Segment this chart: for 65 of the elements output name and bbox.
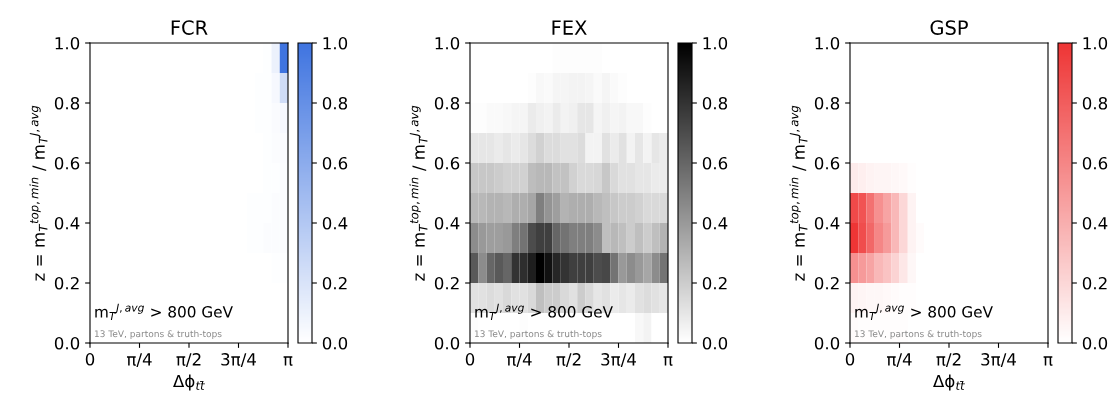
color-bar-label: 1.0 (323, 36, 348, 50)
x-tick-label: 3π/4 (601, 353, 636, 367)
y-tick-label: 0.4 (814, 216, 840, 230)
y-tick-label: 0.2 (434, 276, 459, 290)
chart-title: FCR (171, 20, 208, 35)
x-tick-label: π/2 (176, 353, 201, 367)
y-tick-label: 0.6 (54, 156, 80, 170)
color-bar-label: 0.8 (322, 96, 348, 110)
y-tick-label: 0.4 (434, 216, 460, 230)
y-axis-title: z = m$_{T}$$^{top,min}$ / m$_{T}$$^{J,avg}$ (789, 105, 808, 281)
x-tick-label: 3π/4 (981, 353, 1016, 367)
color-bar-label: 0.6 (322, 156, 348, 170)
y-tick-label: 0.6 (814, 156, 840, 170)
color-bar-label: 1.0 (1083, 36, 1108, 50)
y-tick-label: 0.8 (54, 96, 80, 110)
annotation: m$_{T}$$^{J,avg}$ > 800 GeV (475, 303, 613, 320)
color-bar-label: 0.4 (702, 216, 728, 230)
color-bar-label: 0.6 (702, 156, 728, 170)
y-tick-label: 0.0 (54, 336, 80, 350)
color-bar-label: 0.4 (322, 216, 348, 230)
annotation: 13 TeV, partons & truth-tops (94, 330, 222, 339)
x-tick-label: π (1043, 356, 1053, 366)
color-bar-label: 0.4 (1082, 216, 1108, 230)
x-tick-label: π (283, 356, 293, 366)
x-tick-label: π/4 (126, 353, 152, 367)
chart-title: GSP (930, 20, 968, 35)
color-bar-label: 0.2 (1082, 276, 1107, 290)
color-bar-label: 0.2 (702, 276, 727, 290)
annotation: m$_{T}$$^{J,avg}$ > 800 GeV (855, 303, 993, 320)
y-tick-label: 0.6 (434, 156, 460, 170)
x-tick-label: 0 (465, 353, 475, 366)
annotation: 13 TeV, partons & truth-tops (474, 330, 602, 339)
color-bar-label: 0.0 (1082, 336, 1108, 350)
x-tick-label: 0 (85, 353, 95, 366)
y-tick-label: 0.8 (814, 96, 840, 110)
x-tick-label: π/4 (886, 353, 912, 367)
y-tick-label: 0.8 (434, 96, 460, 110)
y-axis-title: z = m$_{T}$$^{top,min}$ / m$_{T}$$^{J,avg}$ (409, 105, 428, 281)
x-tick-label: π/4 (506, 353, 532, 367)
x-tick-label: π/2 (556, 353, 581, 367)
y-tick-label: 0.2 (814, 276, 839, 290)
y-tick-label: 1.0 (815, 36, 840, 50)
y-axis-title: z = m$_{T}$$^{top,min}$ / m$_{T}$$^{J,avg}$ (29, 105, 48, 281)
color-bar-label: 0.2 (322, 276, 347, 290)
y-tick-label: 0.0 (814, 336, 840, 350)
color-bar-label: 0.8 (702, 96, 728, 110)
annotation: 13 TeV, partons & truth-tops (854, 330, 982, 339)
color-bar-label: 0.0 (322, 336, 348, 350)
x-tick-label: π (663, 356, 673, 366)
chart-title: FEX (552, 20, 587, 35)
x-tick-label: 3π/4 (221, 353, 256, 367)
color-bar-label: 0.6 (1082, 156, 1108, 170)
x-tick-label: π/2 (936, 353, 961, 367)
y-tick-label: 0.0 (434, 336, 460, 350)
color-bar-label: 0.0 (702, 336, 728, 350)
x-axis-title: Δϕ$_{tt̄}$ (173, 374, 205, 391)
annotation: m$_{T}$$^{J,avg}$ > 800 GeV (95, 303, 233, 320)
color-bar-label: 0.8 (1082, 96, 1108, 110)
x-axis-title: Δϕ$_{tt̄}$ (933, 374, 965, 391)
color-bar-label: 1.0 (703, 36, 728, 50)
y-tick-label: 1.0 (435, 36, 460, 50)
y-tick-label: 1.0 (55, 36, 80, 50)
x-tick-label: 0 (845, 353, 855, 366)
y-tick-label: 0.2 (54, 276, 79, 290)
y-tick-label: 0.4 (54, 216, 80, 230)
